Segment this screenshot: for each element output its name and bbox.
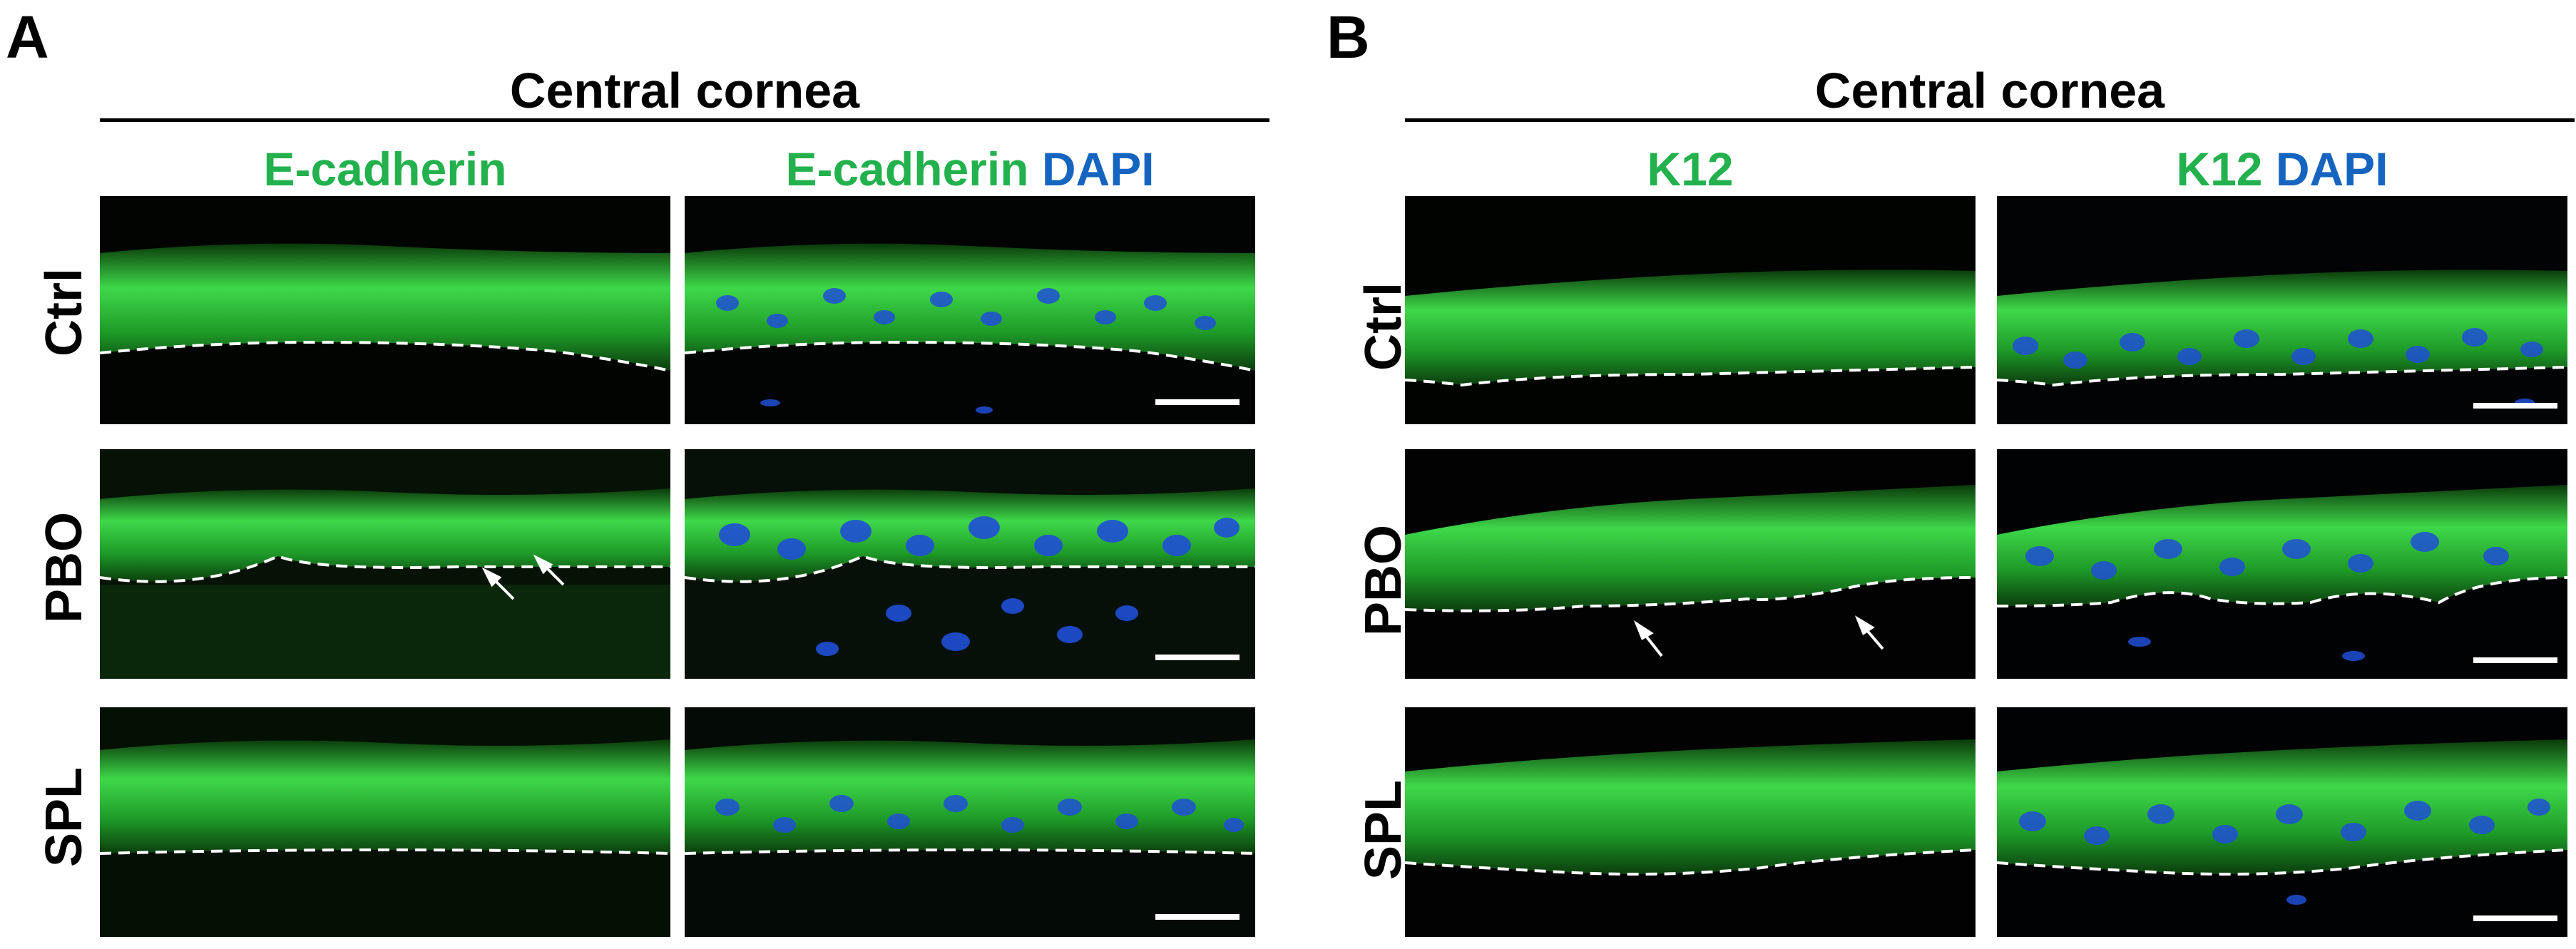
micrograph-a-spl-ecadherin xyxy=(100,707,670,937)
panel-a-row-label-ctrl: Ctrl xyxy=(36,268,93,356)
panel-letter-b: B xyxy=(1327,4,1370,71)
micrograph-b-spl-k12 xyxy=(1405,707,1976,937)
panel-b-row-label-ctrl: Ctrl xyxy=(1355,282,1412,371)
micrograph-b-ctrl-k12 xyxy=(1405,196,1976,424)
micrograph-a-pbo-merge xyxy=(685,449,1255,679)
micrograph-b-pbo-k12 xyxy=(1405,449,1976,679)
panel-a-row-label-pbo: PBO xyxy=(36,511,93,624)
panel-b-title-rule xyxy=(1405,118,2575,122)
micrograph-a-ctrl-ecadherin xyxy=(100,196,670,424)
panel-b-title: Central cornea xyxy=(1814,63,2165,118)
micrograph-a-ctrl-merge xyxy=(685,196,1255,424)
micrograph-b-pbo-merge xyxy=(1997,449,2567,679)
panel-b-row-label-pbo: PBO xyxy=(1355,524,1412,637)
panel-a-col1-label: E-cadherin xyxy=(263,143,507,195)
micrograph-b-ctrl-merge xyxy=(1997,196,2567,424)
panel-b-col1-label: K12 xyxy=(1647,143,1734,195)
panel-a-col2-label: E-cadherin DAPI xyxy=(685,145,1255,193)
panel-a-col2-blue-label: DAPI xyxy=(1041,143,1155,195)
panel-a-col2-green-label: E-cadherin xyxy=(785,143,1029,195)
panel-letter-a: A xyxy=(6,4,49,71)
panel-a-title: Central cornea xyxy=(509,63,860,118)
panel-b-col2-blue-label: DAPI xyxy=(2275,143,2388,195)
panel-a-row-label-spl: SPL xyxy=(36,766,93,868)
panel-b-col2-label: K12 DAPI xyxy=(1997,145,2567,193)
panel-b-col2-green-label: K12 xyxy=(2176,143,2263,195)
panel-a-title-rule xyxy=(100,118,1269,122)
panel-b-row-label-spl: SPL xyxy=(1355,779,1412,881)
micrograph-a-pbo-ecadherin xyxy=(100,449,670,679)
micrograph-a-spl-merge xyxy=(685,707,1255,937)
micrograph-b-spl-merge xyxy=(1997,707,2567,937)
